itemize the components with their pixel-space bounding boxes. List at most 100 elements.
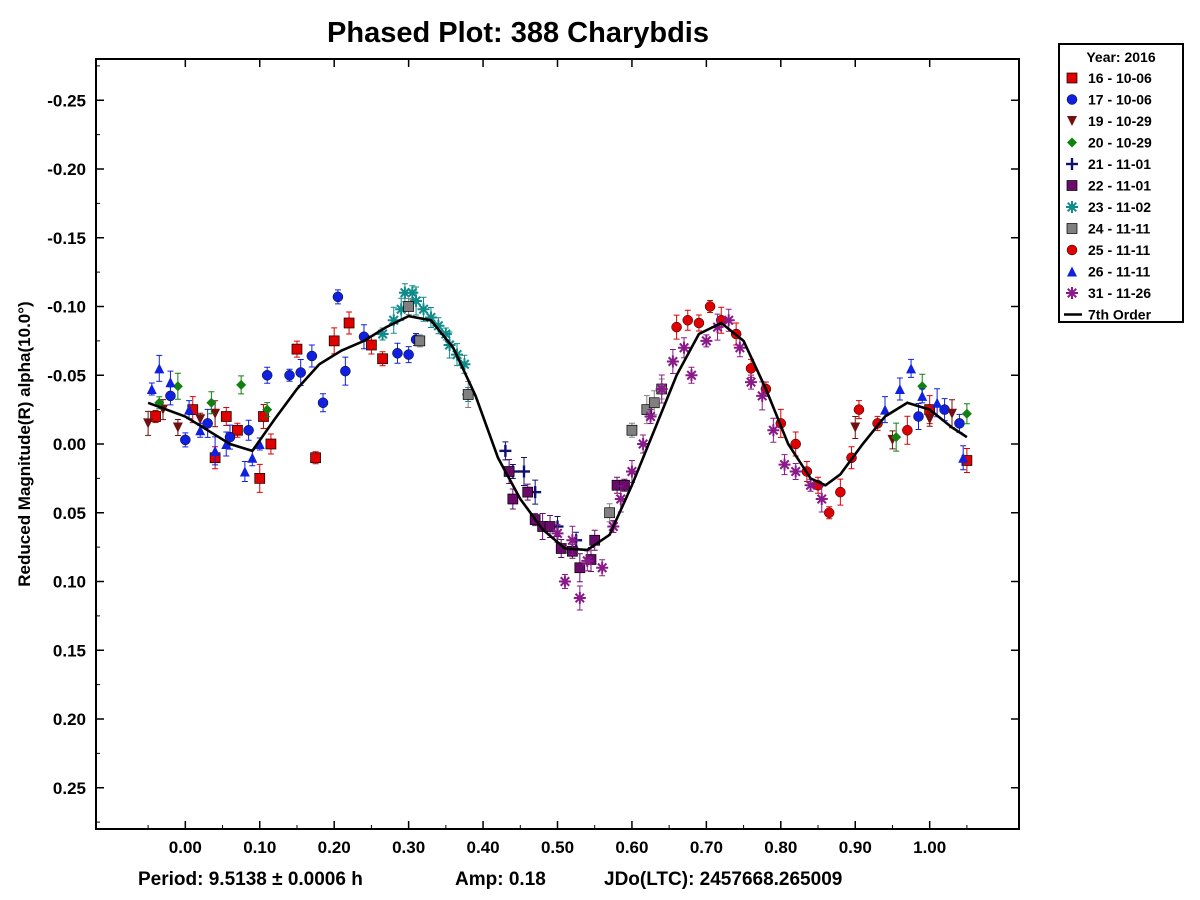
- data-point: [767, 424, 780, 437]
- data-point: [778, 458, 791, 471]
- data-point: [295, 367, 306, 378]
- data-point: [790, 438, 801, 450]
- legend-box: [1058, 43, 1184, 323]
- legend-marker: [1066, 201, 1078, 213]
- data-point: [284, 370, 295, 381]
- data-point: [722, 314, 735, 327]
- legend-label: 23 - 11-02: [1088, 199, 1151, 215]
- data-point: [291, 343, 303, 355]
- data-point: [165, 377, 176, 388]
- y-tick-label: 0.10: [53, 573, 86, 592]
- data-point: [343, 317, 355, 329]
- y-tick-label: -0.05: [47, 366, 86, 385]
- data-point: [232, 424, 243, 436]
- data-point: [332, 291, 344, 303]
- data-point: [410, 295, 423, 307]
- x-tick-label: 0.60: [615, 838, 648, 857]
- data-point: [172, 381, 183, 392]
- x-tick-label: 0.20: [318, 838, 351, 857]
- legend-entry: 22 - 11-01: [1066, 178, 1151, 194]
- data-point: [221, 439, 232, 449]
- data-point: [180, 434, 191, 446]
- legend-entry: 21 - 11-01: [1066, 156, 1151, 172]
- legend-label: 19 - 10-29: [1088, 113, 1152, 129]
- data-point: [184, 404, 195, 415]
- x-tick-label: 0.90: [839, 838, 872, 857]
- data-point: [655, 383, 668, 395]
- data-point: [172, 422, 183, 433]
- series-0: [150, 311, 973, 493]
- data-point: [756, 389, 769, 402]
- data-point: [210, 445, 221, 456]
- data-point: [254, 439, 265, 449]
- data-point: [220, 411, 232, 422]
- legend-marker: [1066, 287, 1078, 299]
- data-point: [261, 370, 273, 381]
- series-1: [165, 289, 965, 450]
- series-9: [146, 354, 969, 482]
- data-point: [254, 473, 266, 484]
- legend-label: 16 - 10-06: [1088, 70, 1152, 86]
- legend-label: 31 - 11-26: [1088, 285, 1151, 301]
- x-tick-label: 0.00: [169, 838, 202, 857]
- data-point: [619, 479, 630, 491]
- x-axis: 0.00 0.10 0.20 0.30 0.40 0.50 0.60 0.70 0.80 0.90…: [147, 59, 968, 857]
- data-point: [462, 389, 474, 400]
- data-point: [891, 432, 902, 443]
- chart-title: Phased Plot: 388 Charybdis: [327, 17, 709, 49]
- data-point: [961, 408, 972, 419]
- data-point: [306, 350, 318, 362]
- legend-marker: [1066, 244, 1078, 256]
- data-point: [403, 301, 414, 312]
- data-point: [804, 479, 817, 492]
- data-point: [693, 317, 705, 329]
- data-point: [518, 465, 531, 478]
- legend-label: 22 - 11-01: [1088, 178, 1151, 194]
- data-point: [574, 562, 586, 574]
- data-point: [894, 384, 905, 394]
- epoch-readout: JDo(LTC): 2457668.265009: [604, 869, 842, 890]
- data-point: [499, 444, 512, 457]
- legend-marker: [1067, 137, 1077, 148]
- data-point: [902, 425, 913, 436]
- legend-marker: [1067, 266, 1077, 277]
- legend-label: 24 - 11-11: [1088, 221, 1150, 237]
- data-point: [328, 335, 340, 347]
- data-point: [224, 431, 236, 443]
- legend-entry: 19 - 10-29: [1067, 113, 1152, 129]
- x-tick-label: 1.00: [913, 838, 946, 857]
- legend-entry: 20 - 10-29: [1067, 135, 1152, 151]
- data-point: [154, 363, 165, 374]
- data-point: [522, 486, 534, 498]
- data-point: [581, 554, 594, 567]
- period-readout: Period: 9.5138 ± 0.0006 h: [138, 869, 363, 890]
- y-tick-label: -0.20: [47, 160, 86, 179]
- data-point: [604, 507, 615, 519]
- legend-entry: 25 - 11-11: [1066, 242, 1150, 258]
- data-point: [954, 418, 965, 429]
- legend-label: 25 - 11-11: [1088, 242, 1150, 258]
- x-tick-label: 0.80: [764, 838, 797, 857]
- footer: Period: 9.5138 ± 0.0006 h Amp: 0.18 JDo(…: [138, 869, 842, 890]
- legend-title: Year: 2016: [1086, 49, 1155, 65]
- data-point: [265, 438, 277, 450]
- fit-curve-line: [147, 314, 968, 552]
- data-point: [458, 358, 471, 371]
- data-point: [239, 466, 250, 477]
- series-2: [143, 399, 958, 450]
- legend-entry: 24 - 11-11: [1066, 221, 1150, 237]
- data-point: [704, 301, 716, 312]
- y-tick-label: -0.10: [47, 298, 86, 317]
- x-tick-label: 0.50: [541, 838, 574, 857]
- data-point: [398, 286, 411, 299]
- data-point: [150, 411, 161, 422]
- data-point: [823, 507, 835, 518]
- data-point: [917, 390, 928, 401]
- data-point: [392, 348, 403, 359]
- data-point: [913, 411, 924, 422]
- data-point: [671, 321, 682, 333]
- data-point: [835, 486, 846, 498]
- data-point: [637, 438, 650, 450]
- x-tick-label: 0.40: [467, 838, 500, 857]
